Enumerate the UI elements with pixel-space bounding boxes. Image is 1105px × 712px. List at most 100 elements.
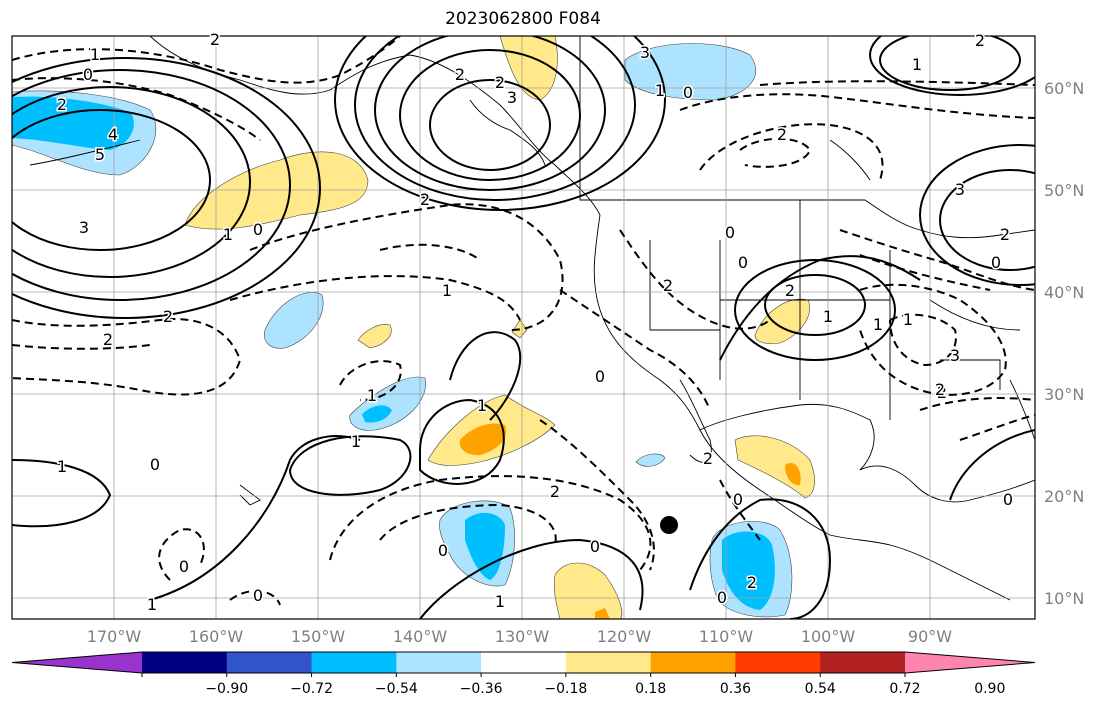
contour-label: 0 bbox=[683, 83, 693, 102]
storm-center-marker bbox=[660, 516, 678, 534]
lon-label-120w: 120°W bbox=[597, 627, 652, 646]
contour-label: 2 bbox=[975, 31, 985, 50]
colorbar-label: −0.72 bbox=[290, 681, 333, 697]
colorbar-swatch bbox=[396, 652, 482, 673]
colorbar-label: 0.36 bbox=[720, 681, 751, 697]
lon-label-100w: 100°W bbox=[801, 627, 856, 646]
contour-label: 2 bbox=[937, 383, 947, 402]
contour-label: 4 bbox=[108, 125, 118, 144]
colorbar-label: 0.18 bbox=[635, 681, 666, 697]
shade-blue-tropic2-core bbox=[722, 531, 775, 610]
contour-label: 1 bbox=[903, 310, 913, 329]
contour-label: 3 bbox=[640, 43, 650, 62]
contour-label: 2 bbox=[747, 573, 757, 592]
colorbar-label: 0.72 bbox=[889, 681, 920, 697]
contour-label: 2 bbox=[550, 482, 560, 501]
lat-label-50: 50°N bbox=[1044, 181, 1084, 200]
contour-label: 0 bbox=[595, 367, 605, 386]
lon-label-130w: 130°W bbox=[495, 627, 550, 646]
contour-label: 2 bbox=[495, 73, 505, 92]
contour-label: 2 bbox=[210, 30, 220, 49]
coastlines bbox=[29, 36, 1035, 601]
colorbar-swatch bbox=[650, 652, 736, 673]
colorbar-label: −0.54 bbox=[375, 681, 418, 697]
contour-label: 0 bbox=[590, 537, 600, 556]
longitude-labels: 170°W 160°W 150°W 140°W 130°W 120°W 110°… bbox=[87, 627, 952, 646]
contour-label: 3 bbox=[950, 346, 960, 365]
colorbar-swatch bbox=[311, 652, 397, 673]
contour-label: 1 bbox=[57, 457, 67, 476]
contour-label: 0 bbox=[438, 541, 448, 560]
colorbar-label: 0.90 bbox=[974, 681, 1005, 697]
shade-yellow-tropic bbox=[553, 562, 623, 619]
contour-label: 5 bbox=[95, 145, 105, 164]
contour-label: 3 bbox=[955, 180, 965, 199]
shade-orange-tropic bbox=[595, 608, 610, 619]
contour-label: 2 bbox=[455, 65, 465, 84]
contour-label: 1 bbox=[147, 595, 157, 614]
lat-label-40: 40°N bbox=[1044, 283, 1084, 302]
contour-label: 0 bbox=[733, 490, 743, 509]
contour-label: 2 bbox=[703, 449, 713, 468]
colorbar-extend-high bbox=[905, 652, 1035, 673]
contour-label: 1 bbox=[442, 281, 452, 300]
colorbar-label: −0.36 bbox=[460, 681, 503, 697]
shade-orange-mexico bbox=[785, 462, 801, 486]
contour-label: 2 bbox=[935, 380, 945, 399]
lon-label-170w: 170°W bbox=[87, 627, 142, 646]
colorbar: −0.90 −0.72 −0.54 −0.36 −0.18 0.18 0.36 0.54 0.7… bbox=[11, 651, 1036, 697]
contour-label: 0 bbox=[717, 588, 727, 607]
lat-label-60: 60°N bbox=[1044, 79, 1084, 98]
contour-label: 0 bbox=[83, 65, 93, 84]
shade-blue-tropic1-core bbox=[465, 512, 505, 580]
solid-contours bbox=[12, 36, 1035, 619]
contour-label: 3 bbox=[507, 88, 517, 107]
lon-label-150w: 150°W bbox=[291, 627, 346, 646]
contour-label: 0 bbox=[1003, 490, 1013, 509]
contour-label: 0 bbox=[738, 253, 748, 272]
contour-label: 0 bbox=[725, 223, 735, 242]
latitude-labels: 60°N 50°N 40°N 30°N 20°N 10°N bbox=[1044, 79, 1084, 608]
contour-label: 2 bbox=[420, 190, 430, 209]
dashed-contours bbox=[12, 36, 1035, 606]
contour-label: 1 bbox=[351, 432, 361, 451]
colorbar-label: −0.18 bbox=[544, 681, 587, 697]
contour-label: 3 bbox=[79, 218, 89, 237]
contour-label: 1 bbox=[823, 307, 833, 326]
contour-label: 1 bbox=[873, 315, 883, 334]
shade-blue-small bbox=[635, 453, 666, 467]
colorbar-swatch bbox=[565, 652, 652, 673]
contour-label: 2 bbox=[163, 307, 173, 326]
contour-label: 0 bbox=[150, 455, 160, 474]
colorbar-swatch bbox=[735, 652, 821, 673]
lon-label-140w: 140°W bbox=[393, 627, 448, 646]
contour-label: 1 bbox=[655, 81, 665, 100]
shade-yellow-small1 bbox=[357, 324, 392, 349]
contour-label: 0 bbox=[253, 220, 263, 239]
lon-label-110w: 110°W bbox=[699, 627, 754, 646]
shade-blue-mid1 bbox=[264, 292, 324, 349]
contour-label: 2 bbox=[777, 125, 787, 144]
contour-label: 2 bbox=[57, 95, 67, 114]
shade-blue-canada bbox=[624, 43, 756, 101]
contour-label: 2 bbox=[103, 330, 113, 349]
lon-label-160w: 160°W bbox=[189, 627, 244, 646]
colorbar-extend-low bbox=[12, 652, 142, 673]
contour-label: 2 bbox=[663, 276, 673, 295]
contour-label: 0 bbox=[991, 253, 1001, 272]
lon-label-90w: 90°W bbox=[908, 627, 952, 646]
contour-label: 1 bbox=[90, 45, 100, 64]
contour-label: 1 bbox=[367, 386, 377, 405]
lat-label-20: 20°N bbox=[1044, 487, 1084, 506]
contour-label: 2 bbox=[785, 281, 795, 300]
contour-label: 0 bbox=[179, 557, 189, 576]
shade-yellow-pacific bbox=[184, 151, 369, 230]
contour-label: 1 bbox=[495, 592, 505, 611]
colorbar-swatch bbox=[820, 652, 906, 673]
colorbar-label: −0.90 bbox=[205, 681, 248, 697]
colorbar-label: 0.54 bbox=[805, 681, 836, 697]
shade-orange-central bbox=[459, 423, 507, 456]
lat-label-10: 10°N bbox=[1044, 589, 1084, 608]
